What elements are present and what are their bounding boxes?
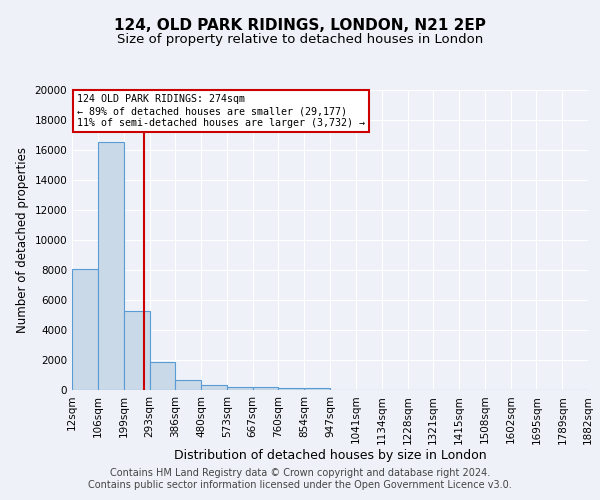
Bar	[304, 388, 330, 390]
Text: Contains HM Land Registry data © Crown copyright and database right 2024.
Contai: Contains HM Land Registry data © Crown c…	[88, 468, 512, 490]
Bar	[175, 380, 201, 390]
Bar	[278, 388, 304, 390]
Bar	[253, 387, 278, 390]
X-axis label: Distribution of detached houses by size in London: Distribution of detached houses by size …	[173, 449, 487, 462]
Text: Size of property relative to detached houses in London: Size of property relative to detached ho…	[117, 32, 483, 46]
Bar	[72, 268, 98, 390]
Bar	[149, 362, 175, 390]
Text: 124 OLD PARK RIDINGS: 274sqm
← 89% of detached houses are smaller (29,177)
11% o: 124 OLD PARK RIDINGS: 274sqm ← 89% of de…	[77, 94, 365, 128]
Bar	[227, 386, 253, 390]
Bar	[124, 310, 149, 390]
Bar	[98, 142, 124, 390]
Y-axis label: Number of detached properties: Number of detached properties	[16, 147, 29, 333]
Bar	[201, 385, 227, 390]
Text: 124, OLD PARK RIDINGS, LONDON, N21 2EP: 124, OLD PARK RIDINGS, LONDON, N21 2EP	[114, 18, 486, 32]
